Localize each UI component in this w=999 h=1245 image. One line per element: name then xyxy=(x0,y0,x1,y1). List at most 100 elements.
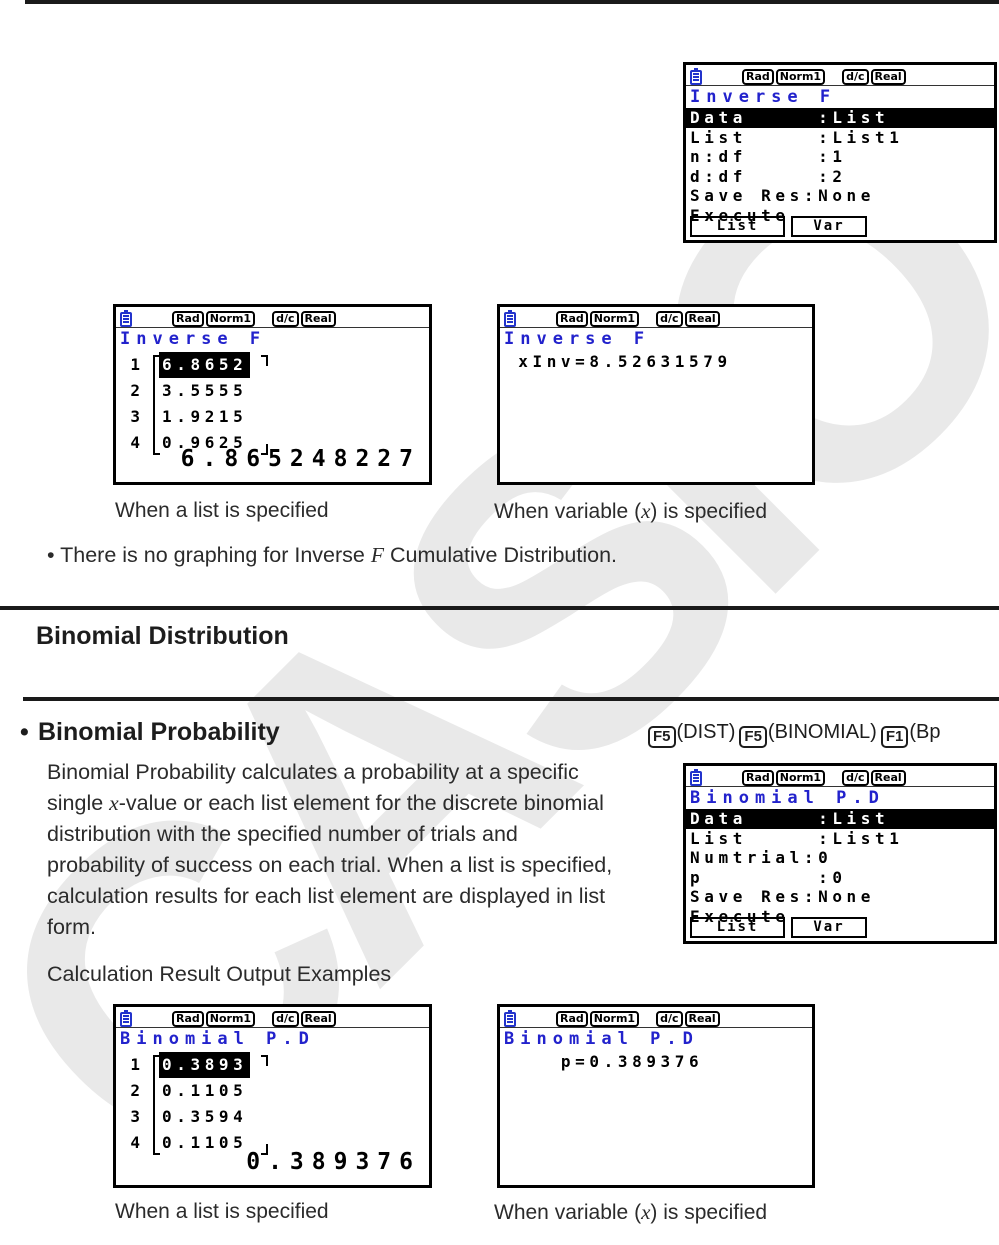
calc-title: Binomial P.D xyxy=(504,1029,699,1049)
status-badge-dc: d/c xyxy=(272,1010,299,1027)
paragraph-line: Binomial Probability calculates a probab… xyxy=(47,760,579,784)
list-row: 4 0.9625 xyxy=(116,430,429,456)
status-badge-norm: Norm1 xyxy=(775,68,826,85)
row-value: 0.9625 xyxy=(162,433,248,452)
status-bar: Rad Norm1 d/c Real xyxy=(116,1007,429,1027)
list-row: 4 0.1105 xyxy=(116,1130,429,1156)
row-value: 0.1105 xyxy=(162,1133,248,1152)
status-divider xyxy=(500,327,812,328)
battery-icon xyxy=(690,768,702,786)
result-value: 0.389376 xyxy=(246,1149,421,1175)
calc-screen-inverse-f-variable-result: Rad Norm1 d/c Real Inverse F xInv=8.5263… xyxy=(497,304,815,485)
italic-x: x xyxy=(641,1200,651,1224)
calc-title: Inverse F xyxy=(504,329,651,349)
list-row: 3 1.9215 xyxy=(116,404,429,430)
status-badge-norm: Norm1 xyxy=(205,310,256,327)
f5-key: F5 xyxy=(739,726,767,748)
battery-icon xyxy=(690,67,702,85)
status-badge-norm: Norm1 xyxy=(589,1010,640,1027)
row-index: 3 xyxy=(130,407,140,426)
calc-screen-binomial-pd-menu: Rad Norm1 d/c Real Binomial P.D Data :Li… xyxy=(683,763,997,944)
section-title: Binomial Distribution xyxy=(36,622,289,650)
list-row: 1 6.8652 xyxy=(116,352,429,378)
status-badge-dc: d/c xyxy=(656,310,683,327)
softkey-bar: List Var xyxy=(690,917,867,938)
bracket-corner-bottom-right xyxy=(261,1144,268,1155)
status-badge-real: Real xyxy=(684,310,720,327)
status-divider xyxy=(686,85,994,86)
bracket-corner-top-right xyxy=(261,355,268,366)
body-paragraph: Binomial Probability calculates a probab… xyxy=(47,757,612,943)
menu-row-saveres: Save Res:None xyxy=(690,887,876,906)
status-badge-rad: Rad xyxy=(556,1010,588,1027)
status-badge-norm: Norm1 xyxy=(589,310,640,327)
italic-f: F xyxy=(370,543,384,567)
menu-row-saveres: Save Res:None xyxy=(690,186,876,205)
menu-row-data: Data :List xyxy=(686,108,994,128)
status-badge-norm: Norm1 xyxy=(775,769,826,786)
calc-screen-binomial-pd-list-result: Rad Norm1 d/c Real Binomial P.D 1 0.3893… xyxy=(113,1004,432,1188)
menu-row-p: p :0 xyxy=(690,867,847,887)
status-badge-dc: d/c xyxy=(842,769,869,786)
caption-variable-specified: When variable (x) is specified xyxy=(494,1200,768,1224)
section-rule-top xyxy=(0,606,999,610)
status-badge-rad: Rad xyxy=(742,68,774,85)
softkey-var: Var xyxy=(791,216,867,237)
f5-key: F5 xyxy=(648,726,676,748)
result-line: xInv=8.52631579 xyxy=(504,352,732,371)
status-badge-rad: Rad xyxy=(742,769,774,786)
row-value: 3.5555 xyxy=(162,381,248,400)
status-bar: Rad Norm1 d/c Real xyxy=(116,307,429,327)
italic-x: x xyxy=(641,499,651,523)
row-index: 4 xyxy=(130,1133,140,1152)
status-bar: Rad Norm1 d/c Real xyxy=(500,307,812,327)
softkey-bar: List Var xyxy=(690,216,867,237)
list-row: 3 0.3594 xyxy=(116,1104,429,1130)
top-rule xyxy=(25,0,999,4)
menu-row-numtrial: Numtrial:0 xyxy=(690,848,833,867)
status-badge-real: Real xyxy=(870,769,906,786)
subsection-bullet: • xyxy=(20,718,29,746)
battery-icon xyxy=(120,309,132,327)
key-label: (Bp xyxy=(909,721,941,743)
key-label: (BINOMIAL) xyxy=(767,721,877,743)
paragraph-line: distribution with the specified number o… xyxy=(47,822,518,846)
status-badge-real: Real xyxy=(300,310,336,327)
status-badge-dc: d/c xyxy=(656,1010,683,1027)
list-row: 1 0.3893 xyxy=(116,1052,429,1078)
result-list: 1 6.8652 2 3.5555 3 1.9215 4 0.9625 xyxy=(116,352,429,458)
bracket-corner-top-right xyxy=(261,1055,268,1066)
row-index: 4 xyxy=(130,433,140,452)
caption-variable-specified: When variable (x) is specified xyxy=(494,499,768,523)
section-rule-bottom xyxy=(23,697,999,701)
calc-title: Binomial P.D xyxy=(120,1029,315,1049)
key-label: (DIST) xyxy=(676,721,736,743)
menu-row-data: Data :List xyxy=(686,809,994,829)
menu-row-ndf: n:df :1 xyxy=(690,147,847,166)
paragraph-line: single x-value or each list element for … xyxy=(47,791,604,815)
row-index: 3 xyxy=(130,1107,140,1126)
calc-title: Inverse F xyxy=(120,329,267,349)
list-row: 2 0.1105 xyxy=(116,1078,429,1104)
softkey-list: List xyxy=(690,216,785,237)
menu-row-list: List :List1 xyxy=(690,828,904,848)
caption-list-specified: When a list is specified xyxy=(115,1200,329,1223)
status-badge-rad: Rad xyxy=(172,1010,204,1027)
status-badge-rad: Rad xyxy=(172,310,204,327)
softkey-var: Var xyxy=(791,917,867,938)
status-badge-real: Real xyxy=(300,1010,336,1027)
battery-icon xyxy=(504,1009,516,1027)
status-badge-rad: Rad xyxy=(556,310,588,327)
calc-screen-binomial-pd-variable-result: Rad Norm1 d/c Real Binomial P.D p=0.3893… xyxy=(497,1004,815,1188)
battery-icon xyxy=(120,1009,132,1027)
menu-row-ddf: d:df :2 xyxy=(690,166,847,186)
row-index: 1 xyxy=(130,355,140,374)
list-row: 2 3.5555 xyxy=(116,378,429,404)
subsection-title: Binomial Probability xyxy=(38,718,280,746)
note-no-graphing: • There is no graphing for Inverse F Cum… xyxy=(47,543,618,567)
row-value: 1.9215 xyxy=(162,407,248,426)
result-value: 6.865248227 xyxy=(180,446,421,472)
calc-title: Binomial P.D xyxy=(690,788,885,808)
row-value: 0.1105 xyxy=(162,1081,248,1100)
